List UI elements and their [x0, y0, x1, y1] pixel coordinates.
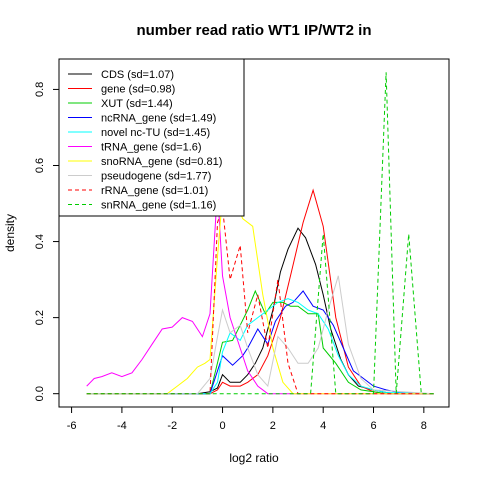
- series-line-3: [86, 290, 434, 395]
- series-line-7: [86, 275, 434, 395]
- legend-label-1: gene (sd=0.98): [101, 84, 175, 96]
- legend-label-7: pseudogene (sd=1.77): [101, 171, 211, 183]
- series-line-8: [86, 207, 434, 395]
- legend: CDS (sd=1.07) gene (sd=0.98) XUT (sd=1.44)…: [58, 58, 245, 217]
- y-tick-label: 0.4: [34, 234, 46, 249]
- legend-label-3: ncRNA_gene (sd=1.49): [101, 113, 216, 125]
- series-line-5: [86, 188, 434, 395]
- y-axis-label: density: [3, 214, 17, 252]
- x-tick-label: -4: [117, 420, 127, 432]
- series-layer: [86, 72, 434, 395]
- x-tick-label: -6: [67, 420, 77, 432]
- y-tick-label: 0.6: [34, 158, 46, 173]
- x-axis: -6 -4 -2 0 2 4 6 8: [67, 406, 427, 432]
- y-tick-label: 0.0: [34, 386, 46, 401]
- x-tick-label: 2: [270, 420, 276, 432]
- legend-label-9: snRNA_gene (sd=1.16): [101, 200, 216, 212]
- legend-label-8: rRNA_gene (sd=1.01): [101, 185, 208, 197]
- y-tick-label: 0.2: [34, 310, 46, 325]
- legend-label-2: XUT (sd=1.44): [101, 98, 173, 110]
- legend-label-0: CDS (sd=1.07): [101, 69, 174, 81]
- y-axis: 0.0 0.2 0.4 0.6 0.8: [34, 82, 60, 401]
- x-axis-label: log2 ratio: [229, 451, 279, 465]
- series-line-4: [86, 298, 434, 395]
- legend-label-6: snoRNA_gene (sd=0.81): [101, 156, 222, 168]
- x-tick-label: 0: [219, 420, 225, 432]
- series-line-0: [86, 227, 434, 395]
- y-tick-label: 0.8: [34, 82, 46, 97]
- series-line-1: [86, 188, 434, 395]
- x-tick-label: 8: [421, 420, 427, 432]
- series-line-2: [86, 289, 434, 395]
- chart-title: number read ratio WT1 IP/WT2 in: [136, 22, 371, 39]
- x-tick-label: -2: [167, 420, 177, 432]
- series-line-9: [86, 72, 434, 395]
- x-tick-label: 4: [320, 420, 326, 432]
- x-tick-label: 6: [370, 420, 376, 432]
- legend-label-5: tRNA_gene (sd=1.6): [101, 142, 202, 154]
- legend-label-4: novel nc-TU (sd=1.45): [101, 127, 210, 139]
